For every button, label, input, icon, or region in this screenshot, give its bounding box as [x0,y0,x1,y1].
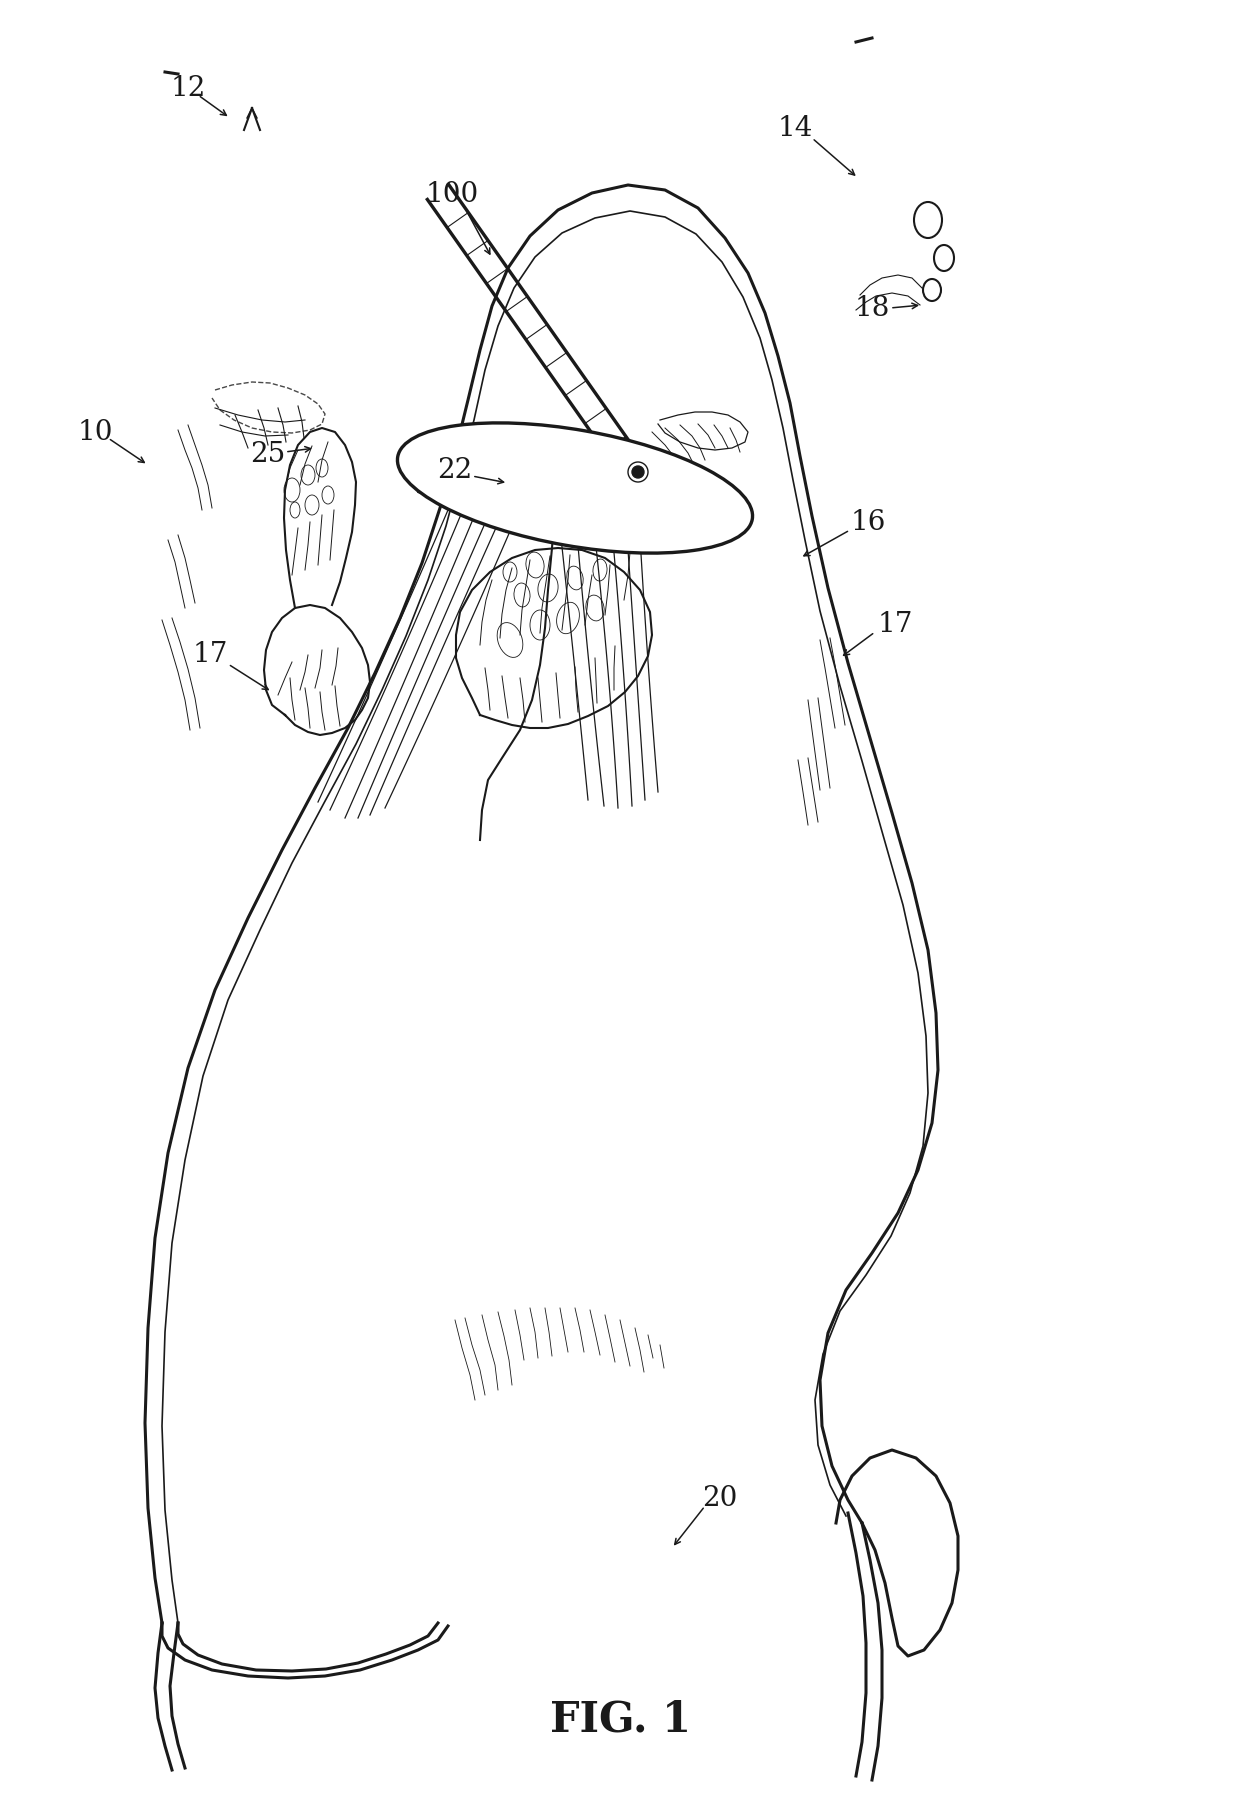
Text: 22: 22 [438,456,472,484]
Text: 10: 10 [77,418,113,445]
Text: 14: 14 [777,115,812,142]
Text: 17: 17 [877,611,913,638]
Text: 16: 16 [851,509,885,536]
Text: 25: 25 [250,442,285,469]
Text: FIG. 1: FIG. 1 [549,1700,691,1742]
Text: 12: 12 [170,75,206,102]
Ellipse shape [398,424,753,553]
Text: 100: 100 [425,182,479,209]
Text: 20: 20 [702,1485,738,1511]
Circle shape [632,465,644,478]
Text: 17: 17 [192,642,228,669]
Text: 18: 18 [854,295,889,322]
